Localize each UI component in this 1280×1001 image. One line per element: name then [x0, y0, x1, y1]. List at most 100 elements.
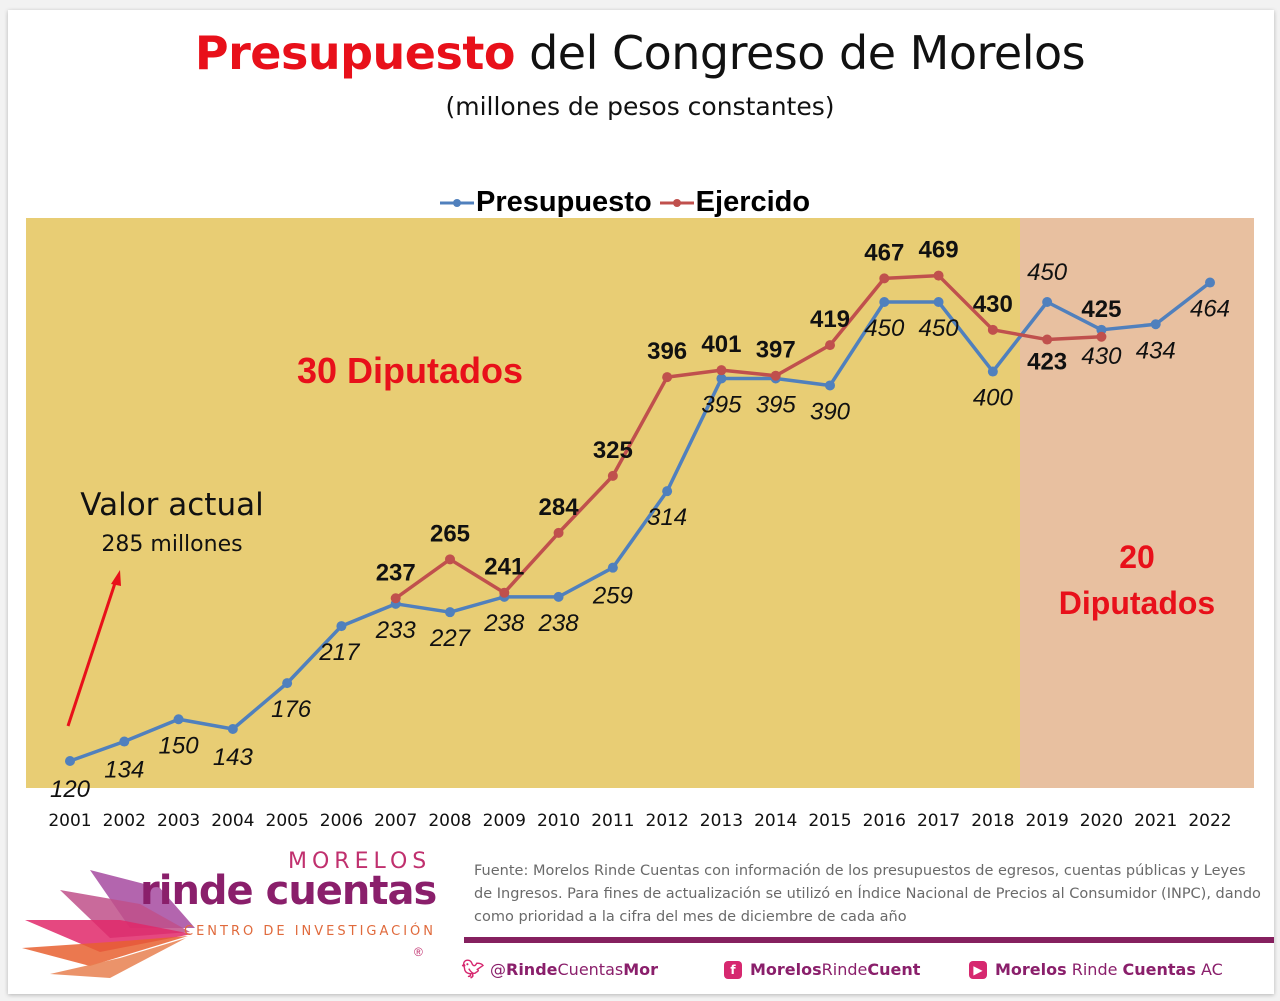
series-line-ejercido — [394, 273, 1102, 600]
data-point-presupuesto-2005 — [282, 678, 293, 689]
x-tick-label: 2005 — [266, 811, 309, 831]
data-point-presupuesto-2008 — [445, 607, 455, 618]
x-tick-label: 2004 — [211, 811, 254, 831]
data-point-presupuesto-2020 — [1096, 324, 1107, 335]
x-tick-label: 2001 — [48, 811, 91, 831]
source-note: Fuente: Morelos Rinde Cuentas con inform… — [474, 863, 1261, 925]
legend-line-icon-ejercido — [659, 198, 694, 207]
data-point-presupuesto-2021 — [1150, 319, 1161, 330]
data-point-ejercido-2008 — [445, 554, 455, 565]
x-tick-label: 2018 — [971, 811, 1014, 831]
data-label-presupuesto-2020: 430 — [1081, 343, 1122, 370]
region-label-20: 20 — [1119, 539, 1155, 575]
x-tick-label: 2020 — [1080, 811, 1123, 831]
data-label-ejercido-2012: 396 — [647, 338, 687, 365]
feather-logo-icon — [22, 870, 195, 978]
social-youtube-handle[interactable]: Morelos Rinde Cuentas AC — [995, 960, 1223, 979]
page-title: Presupuesto del Congreso de Morelos — [0, 26, 1280, 80]
data-point-presupuesto-2010 — [553, 591, 564, 602]
data-label-ejercido-2014: 397 — [756, 337, 796, 364]
title-rest: del Congreso de Morelos — [514, 26, 1086, 80]
data-label-presupuesto-2022: 464 — [1190, 296, 1230, 323]
annotation-valor-actual: Valor actual — [80, 487, 263, 523]
data-label-ejercido-2010: 284 — [539, 494, 580, 521]
data-label-ejercido-2017: 469 — [919, 237, 959, 264]
data-label-presupuesto-2001: 120 — [50, 776, 91, 803]
data-point-presupuesto-2011 — [607, 562, 618, 573]
x-tick-label: 2013 — [700, 811, 743, 831]
region-label-diputados: Diputados — [1059, 585, 1215, 621]
title-highlight: Presupuesto — [194, 26, 516, 80]
data-label-presupuesto-2009: 238 — [483, 610, 525, 637]
x-tick-label: 2007 — [374, 811, 417, 831]
x-tick-label: 2010 — [537, 811, 580, 831]
region-20-diputados — [1020, 218, 1254, 788]
brand-logo — [20, 848, 460, 978]
social-twitter[interactable]: 🐦︎ @RindeCuentasMor — [461, 959, 724, 980]
data-label-presupuesto-2002: 134 — [104, 757, 144, 784]
legend-item-presupuesto: Presupuesto — [440, 186, 652, 219]
data-label-ejercido-2011: 325 — [593, 437, 633, 464]
data-label-presupuesto-2010: 238 — [538, 610, 580, 637]
data-point-ejercido-2012 — [662, 372, 673, 383]
region-label-30-diputados: 30 Diputados — [297, 350, 523, 391]
social-youtube[interactable]: ▶ Morelos Rinde Cuentas AC — [969, 960, 1223, 979]
data-point-ejercido-2013 — [716, 365, 727, 376]
annotation-valor-amount: 285 millones — [101, 532, 242, 557]
data-point-presupuesto-2015 — [825, 380, 835, 391]
data-label-presupuesto-2014: 395 — [756, 392, 797, 419]
data-label-presupuesto-2004: 143 — [213, 744, 254, 771]
arrow-up-icon — [66, 570, 121, 727]
data-point-ejercido-2010 — [553, 527, 564, 538]
social-facebook[interactable]: f MorelosRindeCuent — [724, 960, 969, 979]
data-label-presupuesto-2013: 395 — [701, 392, 742, 419]
social-twitter-handle[interactable]: @RindeCuentasMor — [490, 960, 659, 979]
x-tick-label: 2012 — [646, 811, 689, 831]
x-tick-label: 2009 — [483, 811, 526, 831]
line-chart: 30 Diputados 20 Diputados Valor actual 2… — [26, 218, 1254, 831]
data-label-presupuesto-2018: 400 — [973, 385, 1014, 412]
x-tick-label: 2008 — [428, 811, 471, 831]
data-label-ejercido-2018: 430 — [973, 291, 1013, 318]
legend-label-presupuesto: Presupuesto — [476, 186, 652, 218]
data-label-ejercido-2008: 265 — [430, 520, 470, 547]
data-label-ejercido-2007: 237 — [376, 559, 416, 586]
data-label-ejercido-2015: 419 — [810, 306, 850, 333]
registered-mark: ® — [414, 945, 423, 959]
logo-morelos-text: MORELOS — [288, 849, 432, 874]
data-point-ejercido-2009 — [499, 587, 510, 598]
data-point-ejercido-2014 — [770, 370, 781, 381]
legend-item-ejercido: Ejercido — [659, 186, 811, 219]
data-label-presupuesto-2006: 217 — [318, 639, 361, 666]
data-label-presupuesto-2003: 150 — [159, 732, 200, 759]
data-point-ejercido-2019 — [1042, 334, 1053, 345]
data-point-ejercido-2020 — [1096, 331, 1107, 342]
data-label-presupuesto-2005: 176 — [271, 696, 312, 723]
data-point-presupuesto-2006 — [336, 621, 347, 632]
data-point-presupuesto-2018 — [987, 366, 998, 377]
data-label-ejercido-2019: 423 — [1027, 349, 1067, 376]
facebook-icon: f — [724, 960, 742, 979]
data-point-presupuesto-2012 — [662, 486, 673, 497]
twitter-icon: 🐦︎ — [461, 959, 485, 980]
legend-label-ejercido: Ejercido — [695, 186, 811, 218]
data-point-presupuesto-2013 — [716, 373, 727, 384]
data-label-presupuesto-2012: 314 — [647, 504, 687, 531]
data-label-ejercido-2009: 241 — [484, 554, 524, 581]
data-label-presupuesto-2015: 390 — [810, 398, 851, 425]
x-tick-label: 2016 — [863, 811, 906, 831]
data-point-ejercido-2016 — [879, 273, 890, 284]
data-point-presupuesto-2002 — [119, 736, 130, 747]
data-point-ejercido-2017 — [933, 270, 944, 281]
data-point-presupuesto-2022 — [1205, 277, 1215, 288]
social-facebook-handle[interactable]: MorelosRindeCuent — [750, 960, 921, 979]
logo-rinde-cuentas-text: rinde cuentas — [140, 868, 437, 914]
x-tick-label: 2015 — [808, 811, 851, 831]
data-point-ejercido-2011 — [607, 470, 618, 481]
data-label-presupuesto-2019: 450 — [1027, 259, 1068, 286]
data-point-presupuesto-2003 — [173, 714, 184, 725]
page-subtitle: (millones de pesos constantes) — [445, 92, 835, 121]
data-label-presupuesto-2021: 434 — [1136, 337, 1176, 364]
x-tick-label: 2011 — [591, 811, 634, 831]
data-point-presupuesto-2016 — [879, 297, 890, 307]
